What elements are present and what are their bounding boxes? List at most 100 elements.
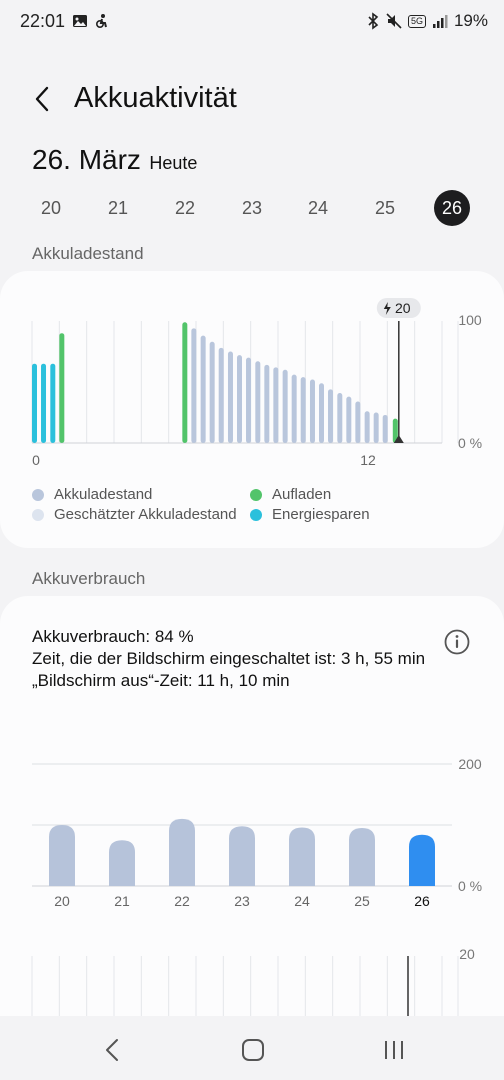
battery-level-label: Akkuladestand: [32, 244, 144, 263]
level-bar: [337, 392, 343, 443]
level-bar: [319, 383, 324, 443]
level-bar: [255, 361, 261, 443]
usage-summary: Akkuverbrauch: 84 % Zeit, die der Bildsc…: [32, 626, 425, 692]
usage-bar: [169, 818, 195, 886]
signal-icon: [432, 15, 448, 28]
date-main: 26. März: [32, 144, 141, 175]
level-bar: [218, 347, 224, 443]
level-bar: [382, 414, 388, 443]
usage-bar: [49, 825, 75, 886]
battery-usage-label: Akkuverbrauch: [32, 569, 146, 588]
usage-total: Akkuverbrauch: 84 %: [32, 627, 194, 646]
day-21[interactable]: 21: [107, 198, 129, 218]
day-20[interactable]: 20: [40, 198, 62, 218]
level-bar: [59, 333, 65, 443]
level-bar: [373, 412, 379, 443]
accessibility-icon: [95, 14, 107, 29]
usage-bar: [109, 840, 135, 886]
level-bar: [246, 357, 252, 443]
status-time: 22:01: [20, 11, 66, 31]
level-bar: [200, 335, 206, 443]
date-heading: 26. März Heute: [32, 144, 197, 176]
mute-icon: [386, 13, 402, 29]
battery-level-card: 20 100 0 % 0 12 Akkuladestand Aufladen Gesch…: [0, 271, 504, 548]
y-axis-bottom-label: 0 %: [458, 435, 482, 451]
day-24[interactable]: 24: [307, 198, 329, 218]
navigation-bar: [0, 1016, 504, 1080]
usage-x-label: 24: [294, 893, 310, 909]
level-bar: [355, 401, 361, 443]
level-bar: [50, 363, 56, 443]
level-bar: [209, 341, 215, 443]
x-axis-label-0: 0: [32, 452, 40, 468]
legend-charging: Aufladen: [250, 486, 331, 503]
level-bar: [392, 418, 398, 443]
nav-home-button[interactable]: [237, 1034, 269, 1066]
usage-x-label: 23: [234, 893, 250, 909]
usage-bar: [289, 827, 315, 886]
status-bar: 22:01 5G 19%: [0, 0, 504, 44]
battery-level-chart: 20 100 0 % 0 12: [31, 298, 482, 468]
y-axis-top-label: 20: [459, 946, 475, 962]
legend-estimated-level: Geschätzter Akkuladestand: [32, 506, 237, 523]
usage-x-label: 26: [414, 893, 430, 909]
legend-dot: [32, 508, 44, 521]
y-axis-top-label: 100: [458, 312, 482, 328]
level-bar: [273, 367, 279, 443]
usage-screen-on: Zeit, die der Bildschirm eingeschaltet i…: [32, 649, 426, 668]
battery-percentage: 19%: [453, 11, 488, 30]
level-bar: [300, 377, 306, 443]
level-bar: [191, 328, 197, 443]
x-axis-label-12: 12: [360, 452, 376, 468]
nav-back-button[interactable]: [97, 1034, 129, 1066]
level-bar: [282, 369, 288, 443]
day-26[interactable]: 26: [434, 190, 470, 226]
current-level-value: 20: [395, 300, 411, 316]
day-25[interactable]: 25: [374, 198, 396, 218]
legend-dot: [250, 508, 262, 521]
level-bar: [328, 389, 334, 443]
level-bar: [227, 351, 233, 443]
battery-usage-card: [0, 596, 504, 1056]
level-bar: [291, 374, 297, 443]
level-bar: [364, 411, 370, 443]
usage-x-label: 22: [174, 893, 190, 909]
legend-dot: [32, 488, 44, 501]
level-bar: [309, 379, 315, 443]
charge-bolt-icon: [383, 302, 391, 315]
network-badge: 5G: [407, 14, 426, 28]
level-bar: [182, 322, 188, 443]
header: Akkuaktivität: [0, 72, 504, 128]
usage-bar: [409, 834, 435, 886]
level-bar: [32, 363, 37, 443]
usage-x-label: 25: [354, 893, 370, 909]
legend-power-saving: Energiesparen: [250, 506, 370, 523]
usage-bar: [229, 826, 255, 886]
gallery-icon: [73, 15, 87, 27]
bluetooth-icon: [368, 12, 379, 30]
current-marker: [393, 435, 404, 443]
page-title: Akkuaktivität: [74, 82, 237, 114]
hourly-usage-chart: 20: [31, 946, 475, 1016]
level-bar: [41, 363, 47, 443]
date-sub: Heute: [149, 153, 198, 173]
current-level-badge: [376, 298, 421, 318]
usage-screen-off: „Bildschirm aus“-Zeit: 11 h, 10 min: [32, 671, 290, 690]
day-selector: 20 21 22 23 24 25 26: [0, 186, 504, 226]
day-22[interactable]: 22: [174, 198, 196, 218]
battery-usage-chart: 200 0 % 20 21 22 23 24 25 26: [32, 756, 482, 909]
level-bar: [346, 396, 352, 443]
back-button[interactable]: [28, 84, 58, 114]
level-bar: [264, 364, 270, 443]
usage-x-label: 20: [54, 893, 70, 909]
level-bar: [237, 355, 242, 443]
y-axis-bottom-label: 0 %: [458, 878, 482, 894]
nav-recents-button[interactable]: [378, 1034, 410, 1066]
info-icon[interactable]: [443, 628, 471, 656]
usage-bar: [349, 828, 375, 886]
day-23[interactable]: 23: [241, 198, 263, 218]
legend-battery-level: Akkuladestand: [32, 486, 152, 503]
usage-x-label: 21: [114, 893, 130, 909]
y-axis-top-label: 200: [458, 756, 482, 772]
legend-dot: [250, 488, 262, 501]
